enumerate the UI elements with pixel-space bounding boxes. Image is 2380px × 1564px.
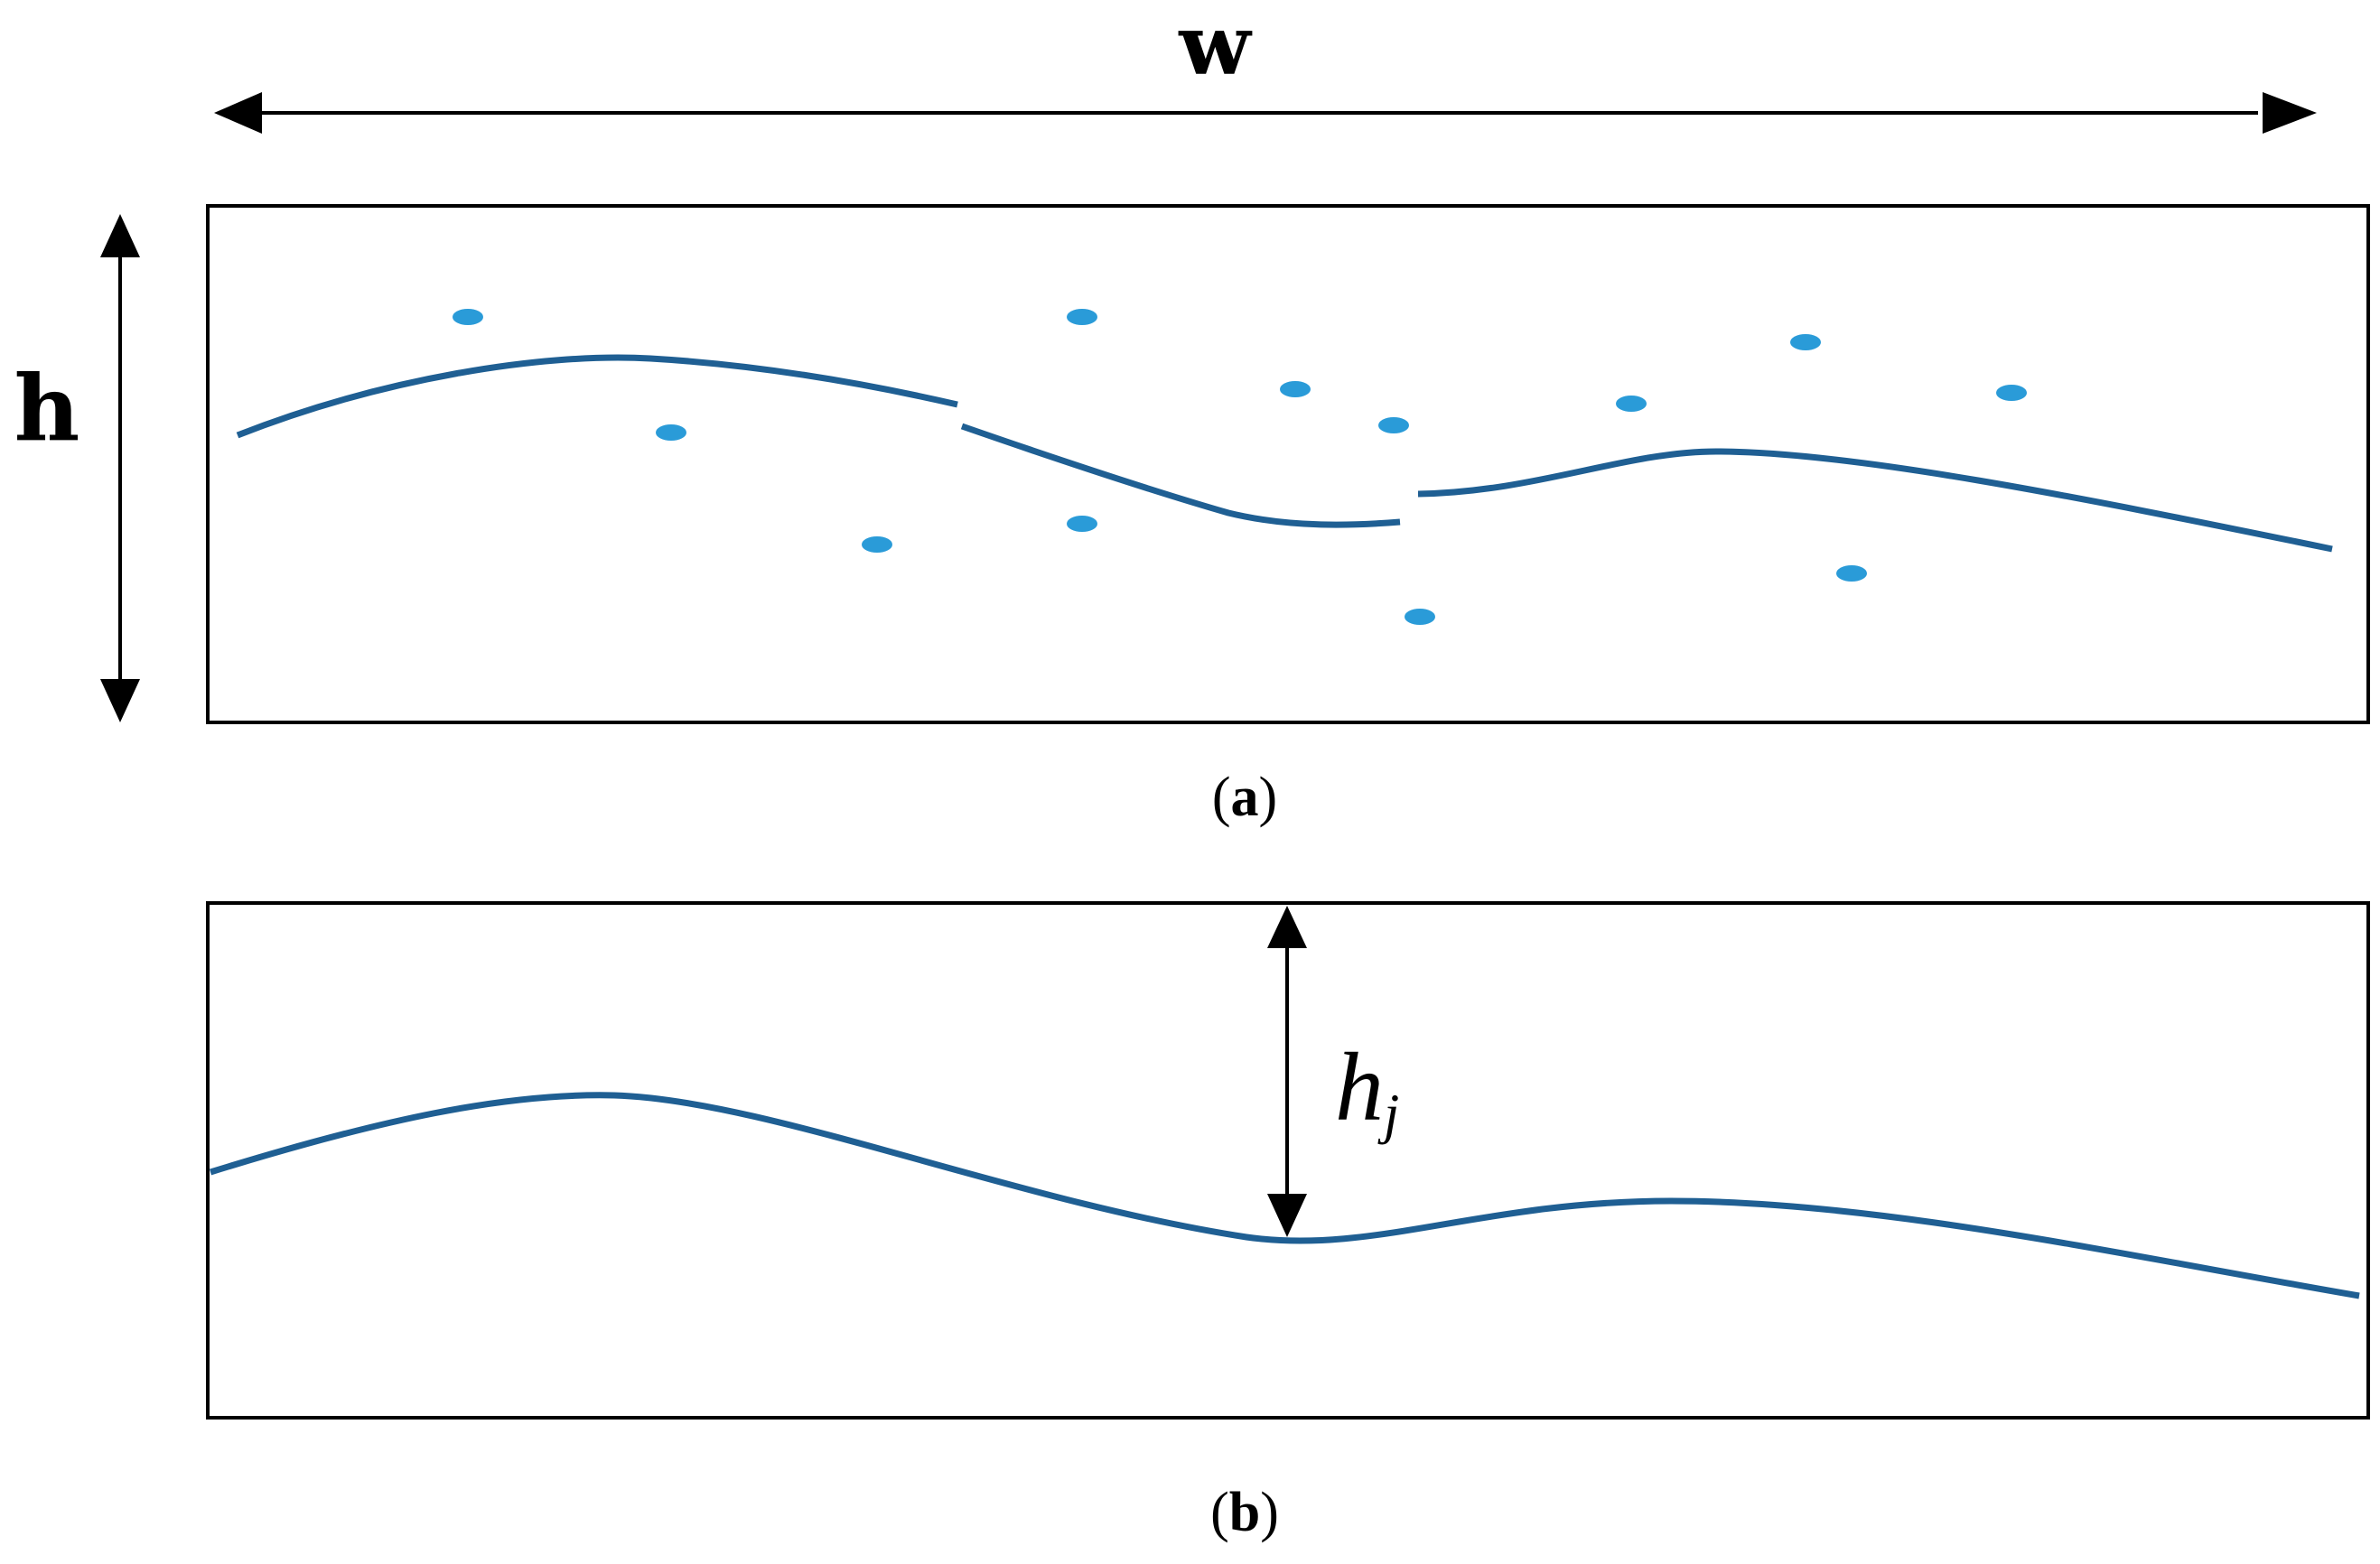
data-point xyxy=(1405,609,1435,625)
data-point xyxy=(1280,381,1311,397)
data-point xyxy=(656,424,686,441)
data-point xyxy=(1067,309,1097,325)
data-point xyxy=(1067,516,1097,532)
height-arrow-top-head xyxy=(100,214,140,257)
data-points xyxy=(453,309,2027,625)
curve-segment-1 xyxy=(236,354,958,439)
caption-a: (a) xyxy=(1212,767,1277,828)
curve-segment-3 xyxy=(1417,448,2333,553)
local-height-arrow-top-head xyxy=(1267,906,1307,948)
caption-b: (b) xyxy=(1210,1482,1279,1543)
width-arrow-right-head xyxy=(2263,92,2317,134)
local-height-arrow xyxy=(1267,906,1307,1237)
curve-segment-2 xyxy=(960,423,1401,528)
panel-a-frame xyxy=(206,204,2370,724)
panel-b-frame xyxy=(206,901,2370,1420)
height-arrow-bottom-head xyxy=(100,679,140,722)
height-label: h xyxy=(14,355,80,461)
width-arrow-left-head xyxy=(214,92,262,134)
local-height-label-base: h xyxy=(1335,1034,1384,1141)
data-point xyxy=(1996,385,2027,401)
panel-b: hj xyxy=(206,901,2370,1420)
panel-a-curve xyxy=(236,354,2333,553)
data-point xyxy=(862,536,892,553)
data-point xyxy=(1616,396,1647,412)
width-label: w xyxy=(1178,0,1253,94)
local-height-label: hj xyxy=(1335,1034,1399,1145)
data-point xyxy=(453,309,483,325)
width-arrow xyxy=(214,92,2317,134)
data-point xyxy=(1790,334,1821,350)
panel-b-curve xyxy=(209,1092,2360,1299)
caption-b-letter: b xyxy=(1229,1482,1260,1543)
height-arrow xyxy=(100,214,140,722)
caption-a-letter: a xyxy=(1231,767,1259,828)
local-height-arrow-bottom-head xyxy=(1267,1194,1307,1237)
data-point xyxy=(1836,565,1867,582)
data-point xyxy=(1378,417,1409,433)
panel-a xyxy=(206,204,2370,724)
